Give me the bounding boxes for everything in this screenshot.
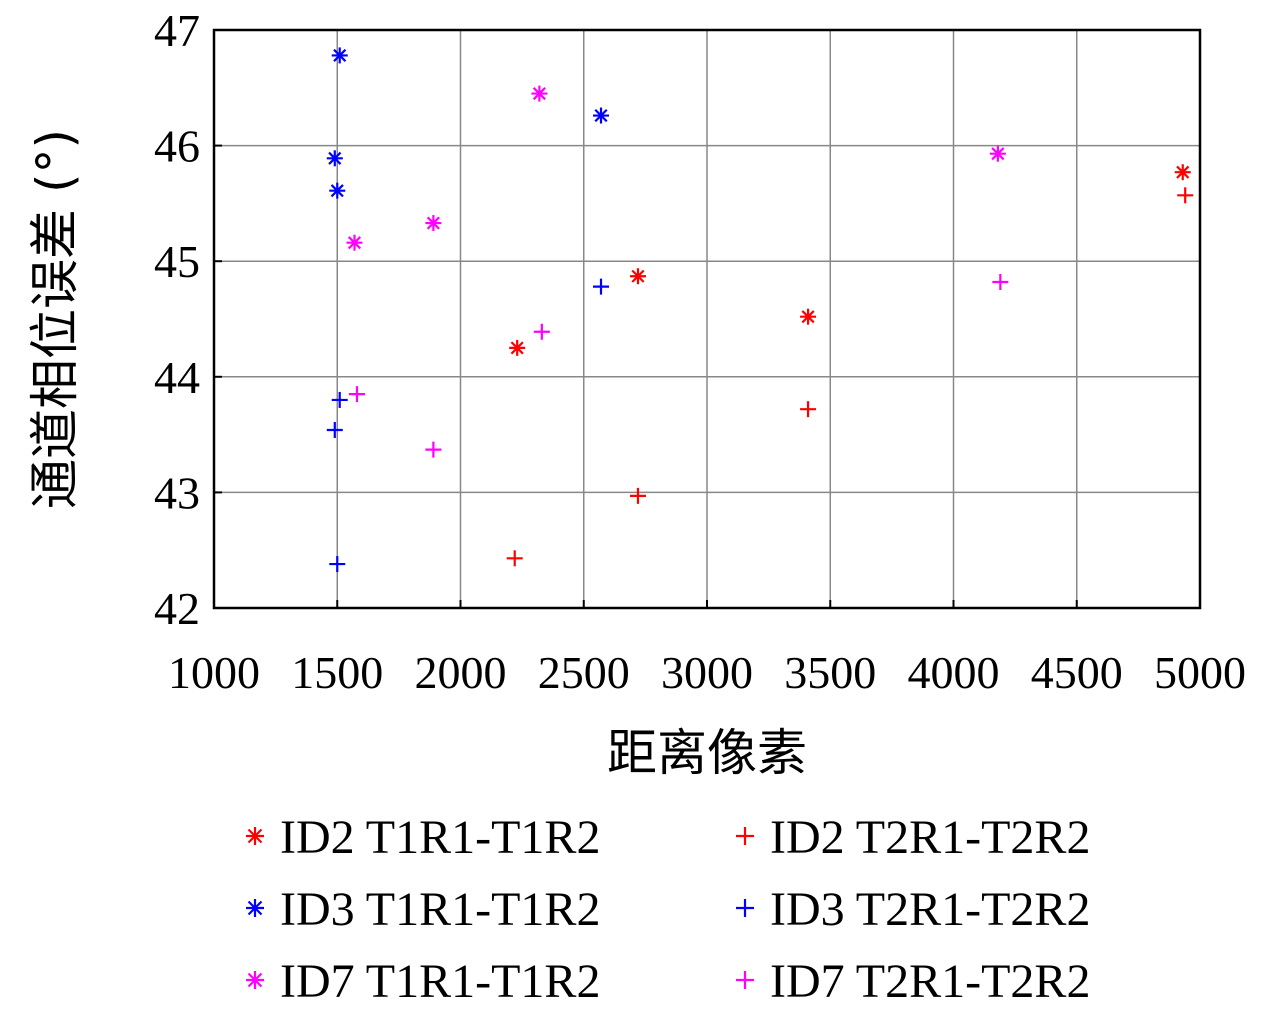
data-point-plus: [992, 274, 1009, 291]
legend-item: ID2 T1R1-T1R2: [246, 811, 600, 864]
data-point-plus: [593, 278, 610, 295]
legend-item: ID3 T2R1-T2R2: [736, 883, 1090, 936]
x-tick-label: 2500: [538, 647, 630, 698]
legend-item: ID7 T2R1-T2R2: [736, 955, 1090, 1008]
data-point-asterisk: [346, 234, 363, 251]
legend-label: ID2 T1R1-T1R2: [280, 811, 600, 864]
y-axis-title: 通道相位误差 (°): [26, 129, 84, 509]
legend-marker: [246, 899, 264, 917]
y-tick-label: 45: [154, 236, 200, 287]
legend-marker: [246, 971, 264, 989]
data-point-plus: [1177, 187, 1194, 204]
data-point-asterisk: [531, 85, 548, 102]
legend-marker: [736, 827, 754, 845]
data-point-asterisk: [989, 145, 1006, 162]
y-axis-ticks: 42 43 44 45 46 47: [154, 5, 222, 634]
x-tick-label: 3500: [784, 647, 876, 698]
legend-marker: [736, 899, 754, 917]
x-tick-label: 4000: [908, 647, 1000, 698]
legend-marker: [736, 971, 754, 989]
y-tick-label: 44: [154, 352, 200, 403]
legend-item: ID3 T1R1-T1R2: [246, 883, 600, 936]
data-point-plus: [425, 441, 442, 458]
data-points: [326, 47, 1194, 573]
data-point-plus: [329, 556, 346, 573]
x-tick-label: 4500: [1031, 647, 1123, 698]
legend: ID2 T1R1-T1R2 ID2 T2R1-T2R2 ID3 T1R1-T1R2 I…: [246, 811, 1090, 1008]
legend-label: ID7 T1R1-T1R2: [280, 955, 600, 1008]
data-point-asterisk: [329, 182, 346, 199]
data-point-plus: [348, 386, 365, 403]
legend-label: ID3 T2R1-T2R2: [770, 883, 1090, 936]
legend-label: ID3 T1R1-T1R2: [280, 883, 600, 936]
data-point-plus: [533, 323, 550, 340]
y-tick-label: 47: [154, 5, 200, 56]
data-point-asterisk: [1174, 164, 1191, 181]
x-tick-label: 1500: [291, 647, 383, 698]
data-point-plus: [331, 391, 348, 408]
data-point-asterisk: [331, 47, 348, 64]
data-point-plus: [326, 421, 343, 438]
x-tick-label: 5000: [1154, 647, 1246, 698]
y-tick-label: 46: [154, 121, 200, 172]
data-point-asterisk: [425, 215, 442, 232]
legend-label: ID7 T2R1-T2R2: [770, 955, 1090, 1008]
data-point-plus: [800, 401, 817, 418]
data-point-asterisk: [593, 107, 610, 124]
data-point-asterisk: [629, 268, 646, 285]
x-axis-ticks: 1000 1500 2000 2500 3000 3500 4000 4500 5000: [168, 600, 1246, 698]
data-point-plus: [629, 487, 646, 504]
data-point-plus: [506, 550, 523, 567]
x-tick-label: 3000: [661, 647, 753, 698]
data-point-asterisk: [326, 150, 343, 167]
x-tick-label: 2000: [415, 647, 507, 698]
data-point-asterisk: [509, 339, 526, 356]
legend-item: ID7 T1R1-T1R2: [246, 955, 600, 1008]
y-tick-label: 42: [154, 583, 200, 634]
legend-item: ID2 T2R1-T2R2: [736, 811, 1090, 864]
data-point-asterisk: [800, 308, 817, 325]
y-tick-label: 43: [154, 467, 200, 518]
legend-label: ID2 T2R1-T2R2: [770, 811, 1090, 864]
grid-lines: [214, 30, 1200, 608]
legend-marker: [246, 827, 264, 845]
x-axis-title: 距离像素: [607, 724, 807, 782]
x-tick-label: 1000: [168, 647, 260, 698]
